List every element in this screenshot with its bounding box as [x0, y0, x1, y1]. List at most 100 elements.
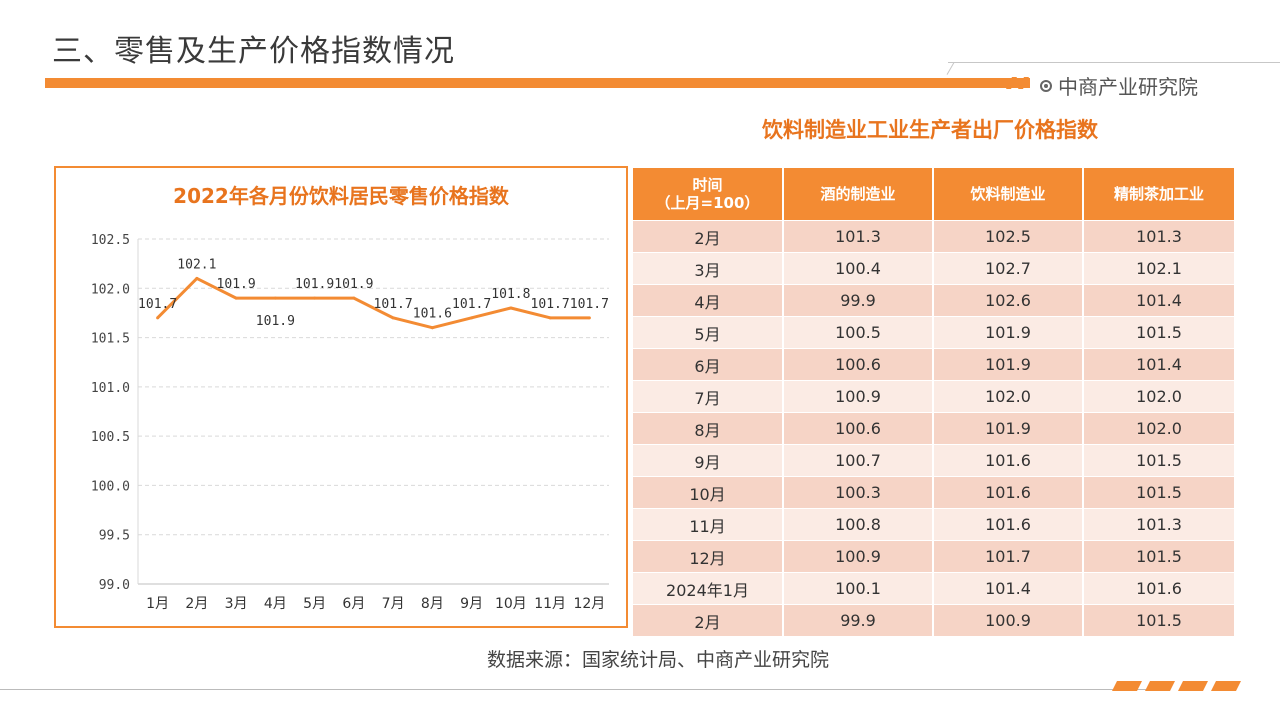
table-row: 9月 100.7 101.6 101.5 — [633, 444, 1234, 477]
brand-name: 中商产业研究院 — [1058, 75, 1198, 99]
producer-price-table: 时间 （上月=100） 酒的制造业 饮料制造业 精制茶加工业 2月 101.3 102… — [633, 168, 1234, 636]
data-label: 101.9 — [334, 277, 373, 292]
data-point — [156, 316, 160, 320]
y-tick-label: 102.5 — [91, 233, 130, 248]
data-label: 101.6 — [413, 307, 452, 322]
cell-period: 5月 — [633, 316, 784, 349]
data-label: 101.7 — [452, 297, 491, 312]
x-tick-label: 2月 — [185, 596, 208, 612]
y-tick-label: 99.0 — [99, 578, 130, 593]
cell-tea: 101.6 — [1083, 572, 1234, 605]
cell-period: 4月 — [633, 284, 784, 317]
table-header-row: 时间 （上月=100） 酒的制造业 饮料制造业 精制茶加工业 — [633, 168, 1234, 221]
table-row: 5月 100.5 101.9 101.5 — [633, 316, 1234, 349]
x-tick-label: 10月 — [495, 596, 527, 612]
table-row: 2月 99.9 100.9 101.5 — [633, 604, 1234, 636]
cell-liquor: 100.9 — [783, 380, 934, 413]
cell-period: 2月 — [633, 220, 784, 253]
cell-period: 8月 — [633, 412, 784, 445]
table-row: 2024年1月 100.1 101.4 101.6 — [633, 572, 1234, 605]
cell-liquor: 100.3 — [783, 476, 934, 509]
header-beverage: 饮料制造业 — [933, 168, 1084, 221]
table-row: 7月 100.9 102.0 102.0 — [633, 380, 1234, 413]
cell-beverage: 100.9 — [933, 604, 1084, 636]
header-tea: 精制茶加工业 — [1083, 168, 1234, 221]
cell-period: 9月 — [633, 444, 784, 477]
cell-period: 2月 — [633, 604, 784, 636]
cell-tea: 101.4 — [1083, 284, 1234, 317]
table-row: 8月 100.6 101.9 102.0 — [633, 412, 1234, 445]
data-point — [548, 316, 552, 320]
cell-liquor: 100.1 — [783, 572, 934, 605]
cell-tea: 102.0 — [1083, 412, 1234, 445]
data-point — [509, 306, 513, 310]
cell-period: 10月 — [633, 476, 784, 509]
data-point — [430, 326, 434, 330]
cell-liquor: 100.8 — [783, 508, 934, 541]
x-tick-label: 3月 — [225, 596, 248, 612]
x-tick-label: 5月 — [303, 596, 326, 612]
cell-period: 12月 — [633, 540, 784, 573]
y-tick-label: 100.5 — [91, 430, 130, 445]
cell-tea: 101.4 — [1083, 348, 1234, 381]
cell-beverage: 102.0 — [933, 380, 1084, 413]
cell-period: 3月 — [633, 252, 784, 285]
cell-tea: 102.1 — [1083, 252, 1234, 285]
cell-period: 2024年1月 — [633, 572, 784, 605]
page-title: 三、零售及生产价格指数情况 — [52, 34, 455, 69]
y-tick-label: 100.0 — [91, 479, 130, 494]
data-label: 101.9 — [295, 277, 334, 292]
cell-liquor: 100.4 — [783, 252, 934, 285]
series-line — [156, 276, 590, 330]
cell-beverage: 101.4 — [933, 572, 1084, 605]
cell-liquor: 99.9 — [783, 604, 934, 636]
x-tick-label: 12月 — [573, 596, 605, 612]
data-point — [470, 316, 474, 320]
cell-liquor: 100.7 — [783, 444, 934, 477]
x-tick-label: 11月 — [534, 596, 566, 612]
data-label: 101.7 — [570, 297, 609, 312]
cell-tea: 101.5 — [1083, 604, 1234, 636]
header-divider — [948, 62, 1280, 63]
brand-dot-icon — [1040, 79, 1052, 92]
table-row: 4月 99.9 102.6 101.4 — [633, 284, 1234, 317]
table-row: 2月 101.3 102.5 101.3 — [633, 220, 1234, 253]
cell-period: 11月 — [633, 508, 784, 541]
data-label: 101.9 — [217, 277, 256, 292]
table-row: 10月 100.3 101.6 101.5 — [633, 476, 1234, 509]
y-tick-label: 102.0 — [91, 282, 130, 297]
cell-period: 6月 — [633, 348, 784, 381]
data-label: 101.7 — [374, 297, 413, 312]
chart-title: 2022年各月份饮料居民零售价格指数 — [173, 184, 509, 208]
y-tick-label: 101.5 — [91, 332, 130, 347]
data-point — [195, 276, 199, 280]
brand-logo: 中商产业研究院 — [1040, 71, 1198, 100]
cell-liquor: 100.6 — [783, 348, 934, 381]
data-point — [352, 296, 356, 300]
cell-beverage: 101.6 — [933, 508, 1084, 541]
cell-tea: 101.5 — [1083, 476, 1234, 509]
y-tick-label: 101.0 — [91, 381, 130, 396]
cell-beverage: 102.6 — [933, 284, 1084, 317]
table-row: 3月 100.4 102.7 102.1 — [633, 252, 1234, 285]
header-divider-slant — [946, 62, 955, 75]
footer-divider — [0, 689, 1170, 690]
table-title: 饮料制造业工业生产者出厂价格指数 — [762, 118, 1098, 142]
table-row: 6月 100.6 101.9 101.4 — [633, 348, 1234, 381]
cell-tea: 102.0 — [1083, 380, 1234, 413]
cell-beverage: 101.6 — [933, 444, 1084, 477]
cell-tea: 101.5 — [1083, 316, 1234, 349]
data-label: 101.9 — [256, 314, 295, 329]
header-period: 时间 （上月=100） — [633, 168, 784, 221]
x-tick-label: 9月 — [460, 596, 483, 612]
cell-tea: 101.3 — [1083, 220, 1234, 253]
cell-tea: 101.5 — [1083, 444, 1234, 477]
cell-liquor: 101.3 — [783, 220, 934, 253]
data-point — [587, 316, 591, 320]
cell-beverage: 101.9 — [933, 316, 1084, 349]
data-label: 102.1 — [177, 257, 216, 272]
data-label: 101.8 — [491, 287, 530, 302]
y-tick-label: 99.5 — [99, 529, 130, 544]
cell-beverage: 102.7 — [933, 252, 1084, 285]
x-tick-label: 6月 — [342, 596, 365, 612]
